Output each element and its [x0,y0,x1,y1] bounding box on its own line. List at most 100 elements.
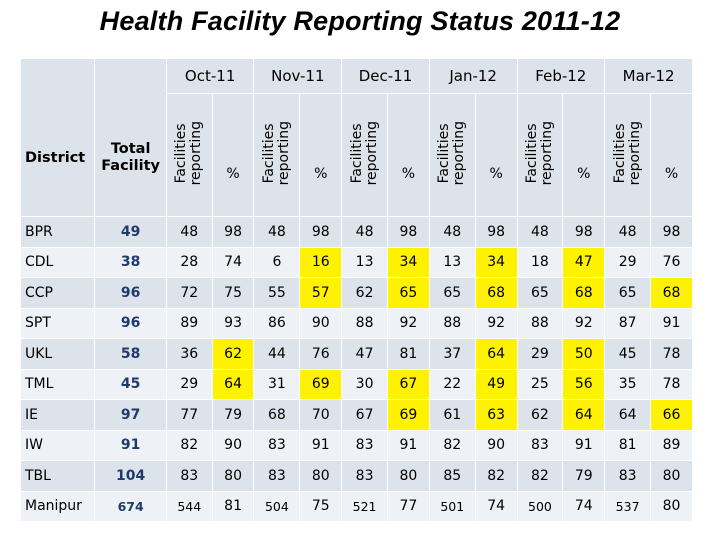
percent-cell: 67 [387,368,430,400]
facilities-reporting-header: Facilities reporting [253,93,301,217]
district-cell: UKL [19,338,96,370]
percent-cell: 76 [650,246,693,278]
facilities-reporting-cell: 67 [341,399,389,431]
table-row: IW 91 82 90 83 91 83 91 82 90 83 91 81 89 [19,429,693,461]
percent-cell: 47 [562,246,606,278]
district-cell: CCP [19,277,96,309]
total-facility-cell: 104 [94,460,167,492]
page-title: Health Facility Reporting Status 2011-12 [99,6,621,36]
percent-header: % [650,93,693,217]
percent-header: % [562,93,606,217]
percent-cell: 93 [211,307,255,339]
facilities-reporting-cell: 44 [253,338,301,370]
facilities-reporting-cell: 29 [516,338,564,370]
table-row: TML 45 29 64 31 69 30 67 22 49 25 56 35 78 [19,368,693,400]
facilities-reporting-cell: 504 [253,490,301,522]
table-row: BPR 49 48 98 48 98 48 98 48 98 48 98 48 98 [19,216,693,248]
percent-cell: 68 [474,277,518,309]
district-cell: TML [19,368,96,400]
percent-cell: 92 [387,307,430,339]
total-facility-cell: 674 [94,490,167,522]
facilities-reporting-header: Facilities reporting [341,93,389,217]
percent-cell: 89 [650,429,693,461]
facilities-reporting-cell: 82 [165,429,213,461]
percent-cell: 69 [299,368,343,400]
facilities-reporting-cell: 55 [253,277,301,309]
percent-cell: 64 [474,338,518,370]
percent-cell: 66 [650,399,693,431]
facilities-reporting-cell: 88 [341,307,389,339]
percent-cell: 75 [299,490,343,522]
percent-cell: 98 [299,216,343,248]
percent-cell: 50 [562,338,606,370]
facilities-reporting-cell: 13 [341,246,389,278]
percent-cell: 78 [650,368,693,400]
district-header: District [19,58,96,217]
facilities-reporting-cell: 88 [516,307,564,339]
facilities-reporting-cell: 48 [604,216,652,248]
table-row: CDL 38 28 74 6 16 13 34 13 34 18 47 29 76 [19,246,693,278]
facilities-reporting-cell: 36 [165,338,213,370]
table-row: SPT 96 89 93 86 90 88 92 88 92 88 92 87 91 [19,307,693,339]
facilities-reporting-cell: 37 [428,338,476,370]
percent-cell: 16 [299,246,343,278]
percent-cell: 90 [474,429,518,461]
percent-cell: 74 [474,490,518,522]
percent-cell: 70 [299,399,343,431]
facilities-reporting-header: Facilities reporting [604,93,652,217]
percent-cell: 34 [474,246,518,278]
total-facility-cell: 97 [94,399,167,431]
facilities-reporting-cell: 501 [428,490,476,522]
district-cell: BPR [19,216,96,248]
facilities-reporting-cell: 48 [516,216,564,248]
facilities-reporting-cell: 544 [165,490,213,522]
total-facility-cell: 49 [94,216,167,248]
month-header: Dec-11 [341,58,430,94]
percent-cell: 90 [299,307,343,339]
total-facility-cell: 38 [94,246,167,278]
percent-cell: 63 [474,399,518,431]
table-row: UKL 58 36 62 44 76 47 81 37 64 29 50 45 78 [19,338,693,370]
facilities-reporting-cell: 86 [253,307,301,339]
percent-cell: 34 [387,246,430,278]
facilities-reporting-cell: 48 [341,216,389,248]
total-facility-header: Total Facility [94,58,167,217]
month-header: Feb-12 [516,58,606,94]
district-cell: IW [19,429,96,461]
district-cell: TBL [19,460,96,492]
percent-cell: 80 [211,460,255,492]
percent-cell: 91 [562,429,606,461]
facilities-reporting-cell: 65 [516,277,564,309]
percent-cell: 98 [211,216,255,248]
facilities-reporting-cell: 45 [604,338,652,370]
percent-cell: 80 [387,460,430,492]
total-facility-cell: 91 [94,429,167,461]
facilities-reporting-cell: 64 [604,399,652,431]
percent-cell: 68 [562,277,606,309]
facilities-reporting-cell: 13 [428,246,476,278]
facilities-reporting-cell: 48 [428,216,476,248]
facilities-reporting-cell: 72 [165,277,213,309]
month-header: Jan-12 [428,58,518,94]
facilities-reporting-cell: 85 [428,460,476,492]
total-facility-cell: 96 [94,307,167,339]
percent-cell: 80 [299,460,343,492]
percent-cell: 76 [299,338,343,370]
facilities-reporting-cell: 68 [253,399,301,431]
percent-cell: 74 [211,246,255,278]
percent-cell: 90 [211,429,255,461]
table-row: TBL 104 83 80 83 80 83 80 85 82 82 79 83 80 [19,460,693,492]
percent-cell: 56 [562,368,606,400]
percent-header: % [387,93,430,217]
district-cell: SPT [19,307,96,339]
percent-cell: 98 [387,216,430,248]
percent-cell: 64 [562,399,606,431]
percent-cell: 81 [211,490,255,522]
facilities-reporting-cell: 48 [165,216,213,248]
facilities-reporting-cell: 89 [165,307,213,339]
facilities-reporting-header: Facilities reporting [428,93,476,217]
facilities-reporting-cell: 83 [516,429,564,461]
percent-cell: 78 [650,338,693,370]
facilities-reporting-cell: 88 [428,307,476,339]
facilities-reporting-cell: 83 [253,460,301,492]
